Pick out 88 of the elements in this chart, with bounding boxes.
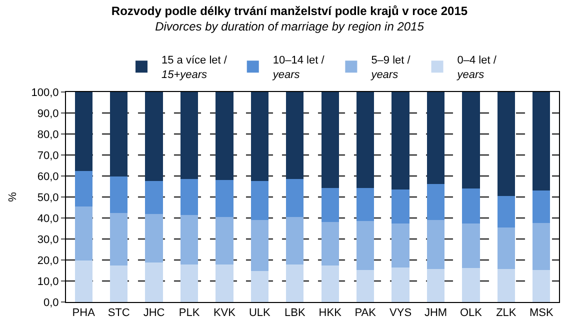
- bar: [497, 196, 515, 228]
- x-tick-label: ZLK: [496, 307, 517, 320]
- bar: [250, 220, 268, 272]
- legend-label: 15 a více let / 15+years: [162, 54, 228, 82]
- chart-title: Rozvody podle délky trvání manželství podle krajů v roce 2015: [111, 4, 468, 18]
- x-tick-label: PAK: [354, 307, 377, 320]
- bar: [497, 227, 515, 270]
- bar: [110, 92, 128, 176]
- bar: [180, 215, 198, 264]
- bar: [250, 181, 268, 220]
- bar: [180, 264, 198, 302]
- bar: [462, 268, 480, 302]
- bar: [145, 214, 163, 263]
- bar: [497, 92, 515, 196]
- bar: [392, 92, 410, 190]
- y-tick-label: 10,0: [37, 276, 59, 288]
- legend-label: 5–9 let / years: [370, 54, 412, 82]
- bar: [321, 222, 339, 266]
- legend-label: 10–14 let / years: [272, 54, 326, 82]
- bar: [532, 190, 550, 223]
- bar: [286, 216, 304, 264]
- x-tick-label: MSK: [529, 307, 554, 320]
- bar: [74, 206, 92, 260]
- x-tick-label: JHM: [424, 307, 448, 320]
- y-tick-label: 60,0: [37, 170, 59, 183]
- y-tick-label: 40,0: [37, 212, 59, 225]
- bar: [286, 92, 304, 180]
- bar: [145, 262, 163, 302]
- bar: [145, 181, 163, 214]
- bar: [392, 190, 410, 224]
- bar: [216, 180, 234, 217]
- bar: [74, 260, 92, 302]
- bar: [426, 220, 445, 270]
- y-tick-label: 30,0: [37, 234, 59, 246]
- bar: [74, 92, 92, 172]
- bar: [532, 222, 550, 270]
- bar: [462, 188, 480, 224]
- y-tick-label: 50,0: [37, 192, 59, 204]
- bar: [392, 267, 410, 302]
- y-tick-label: 70,0: [37, 150, 59, 162]
- bar: [356, 188, 374, 221]
- legend-label: 0–4 let / years: [456, 54, 498, 82]
- bar: [110, 265, 128, 302]
- y-tick-label: 20,0: [37, 254, 59, 267]
- bar: [462, 224, 480, 268]
- bar: [426, 92, 445, 184]
- bar: [392, 224, 410, 268]
- bar: [250, 271, 268, 302]
- y-tick-label: 0,0: [44, 296, 59, 309]
- x-tick-label: OLK: [460, 307, 483, 320]
- bar: [497, 269, 515, 302]
- x-tick-label: STC: [108, 307, 130, 320]
- bar: [321, 92, 339, 188]
- chart-subtitle: Divorces by duration of marriage by region in 2015: [155, 19, 424, 34]
- x-tick-label: JHC: [143, 307, 165, 320]
- bar: [532, 270, 550, 302]
- bar: [426, 184, 445, 220]
- bar: [426, 269, 445, 302]
- bar: [216, 264, 234, 302]
- bar: [145, 92, 163, 182]
- bar: [110, 176, 128, 214]
- x-tick-label: VYS: [390, 307, 412, 320]
- bar: [321, 265, 339, 302]
- bar: [216, 216, 234, 264]
- bar: [356, 270, 374, 302]
- bar: [356, 220, 374, 270]
- bar: [356, 92, 374, 188]
- y-tick-label: 100,0: [31, 86, 59, 99]
- bar: [321, 188, 339, 222]
- x-tick-label: KVK: [213, 307, 236, 320]
- bar: [286, 264, 304, 302]
- bar: [110, 213, 128, 266]
- x-tick-label: LBK: [284, 307, 306, 320]
- x-tick-label: ULK: [248, 307, 272, 320]
- bar: [74, 171, 92, 207]
- x-tick-label: PHA: [72, 307, 96, 320]
- x-tick-label: HKK: [318, 307, 342, 320]
- bar: [180, 92, 198, 180]
- y-tick-label: 90,0: [37, 108, 59, 120]
- bar: [286, 179, 304, 217]
- bar: [216, 92, 234, 180]
- y-tick-label: 80,0: [37, 128, 59, 141]
- bar: [462, 92, 480, 189]
- bar: [532, 92, 550, 190]
- bar: [180, 179, 198, 216]
- y-axis-title: %: [6, 192, 19, 202]
- bar: [250, 92, 268, 182]
- x-tick-label: PLK: [178, 307, 200, 320]
